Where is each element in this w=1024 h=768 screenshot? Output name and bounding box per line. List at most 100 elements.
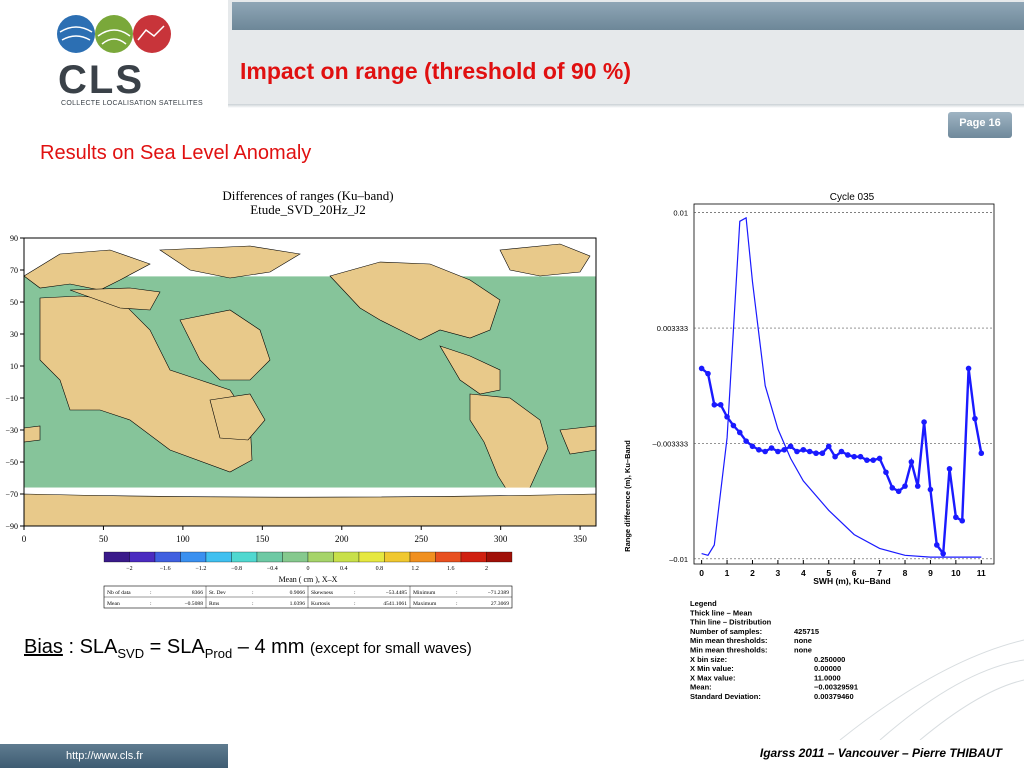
- legend-value-9: −0.00329591: [814, 683, 858, 692]
- colorbar-tick-9: 1.6: [447, 566, 455, 572]
- map-xtick-0: 0: [22, 534, 27, 544]
- series-point-0-43: [972, 415, 978, 422]
- land-mass-9: [499, 243, 591, 277]
- stats-cell: 0.9066: [290, 590, 306, 596]
- map-x-axis: 0 50 100 150 200 250 300 350: [22, 526, 587, 544]
- colorbar-swatch-3: [180, 551, 207, 563]
- map-ytick-2: 50: [10, 298, 18, 307]
- bias-sub-prod: Prod: [204, 646, 233, 661]
- colorbar-swatch-15: [486, 551, 513, 563]
- line-xtick-2: 2: [750, 568, 755, 578]
- colorbar-tick-8: 1.2: [411, 566, 419, 572]
- line-xtick-9: 9: [928, 568, 933, 578]
- series-point-0-36: [927, 486, 934, 493]
- series-point-0-22: [838, 448, 845, 455]
- map-xtick-1: 50: [99, 534, 109, 544]
- stats-cell: Maximum: [413, 601, 437, 607]
- colorbar-tick-1: −1.6: [160, 566, 171, 572]
- colorbar-swatch-5: [231, 551, 258, 563]
- land-mass-4: [209, 393, 266, 441]
- decorative-lines: [839, 639, 1024, 740]
- map-frame: [23, 237, 597, 527]
- line-ytick-1: 0.003333: [657, 324, 688, 333]
- series-point-0-39: [946, 466, 953, 472]
- legend-value-5: none: [794, 646, 812, 655]
- stats-cell: Kurtosis: [311, 601, 330, 607]
- legend-label-3: Number of samples:: [690, 627, 762, 636]
- legend-label-6: X bin size:: [690, 655, 727, 664]
- map-ytick-1: 70: [10, 266, 18, 275]
- series-point-0-19: [819, 450, 826, 457]
- colorbar-swatch-1: [129, 551, 156, 563]
- line-plot-area: 0.01 0.003333 –0.003333 –0.01 0 1 2 3 4 5 6 7 8 9 10 11: [653, 203, 995, 578]
- stats-cell: Nb of data: [107, 589, 131, 596]
- colorbar-tick-5: 0: [307, 566, 310, 572]
- legend-value-10: 0.00379460: [814, 692, 854, 701]
- stats-cell: :: [456, 601, 458, 607]
- colorbar: −2 −1.6 −1.2 −0.8 −0.4 0 0.4 0.8 1.2 1.6 2: [103, 551, 513, 572]
- colorbar-swatch-14: [460, 551, 487, 563]
- land-mass-6: [329, 261, 501, 341]
- stats-cell: :: [150, 590, 152, 596]
- colorbar-swatch-9: [333, 551, 360, 563]
- legend-label-7: X Min value:: [690, 664, 734, 673]
- colorbar-swatch-2: [154, 551, 181, 563]
- legend-label-10: Standard Deviation:: [690, 692, 761, 701]
- colorbar-swatch-4: [205, 551, 232, 563]
- colorbar-swatch-0: [103, 551, 130, 563]
- line-xtick-0: 0: [699, 568, 704, 578]
- series-point-0-1: [705, 370, 711, 377]
- stats-cell: :: [456, 590, 458, 596]
- map-ytick-4: 10: [10, 362, 18, 371]
- series-point-0-24: [851, 453, 857, 460]
- series-point-0-30: [889, 485, 896, 491]
- series-point-0-42: [965, 365, 972, 372]
- legend-label-8: X Max value:: [690, 673, 735, 682]
- footer-url-link[interactable]: http://www.cls.fr: [66, 750, 144, 762]
- stats-cell: St. Dev: [209, 590, 226, 596]
- header-bar: [232, 2, 1024, 30]
- legend-value-4: none: [794, 636, 812, 645]
- colorbar-tick-2: −1.2: [195, 566, 206, 572]
- line-xtick-4: 4: [801, 568, 806, 578]
- series-point-0-17: [806, 448, 813, 455]
- logo-subtitle: COLLECTE LOCALISATION SATELLITES: [61, 100, 203, 107]
- colorbar-swatch-6: [256, 551, 283, 563]
- stats-cell: Mean: [107, 601, 120, 607]
- series-point-0-35: [921, 419, 927, 425]
- bias-label: Bias: [24, 636, 63, 658]
- bias-note: (except for small waves): [310, 640, 472, 657]
- series-point-0-16: [800, 446, 807, 453]
- series-point-0-44: [978, 450, 985, 457]
- series-point-0-31: [895, 488, 902, 495]
- stats-cell: 4541.1061: [383, 601, 407, 607]
- colorbar-swatch-12: [409, 551, 436, 563]
- header-shadow: [228, 104, 1024, 108]
- logo-globes-icon: [57, 15, 171, 53]
- legend-value-7: 0.00000: [814, 664, 841, 673]
- land-mass-5: [159, 245, 301, 279]
- map-ytick-3: 30: [10, 330, 18, 339]
- land-mass-3: [179, 309, 271, 381]
- stats-table: Nb of data: 8366 St. Dev: 0.9066 Skewness: −5…: [103, 585, 513, 609]
- map-ytick-6: −30: [5, 426, 18, 435]
- line-ytick-3: –0.01: [669, 555, 688, 564]
- legend-label-4: Min mean thresholds:: [690, 636, 768, 645]
- line-xtick-7: 7: [877, 568, 882, 578]
- colorbar-tick-7: 0.8: [376, 566, 384, 572]
- line-ytick-2: –0.003333: [653, 439, 688, 448]
- map-xtick-2: 100: [176, 534, 190, 544]
- stats-cell: Rms: [209, 601, 219, 607]
- bias-value: – 4 mm: [232, 636, 310, 658]
- footer-credit: Igarss 2011 – Vancouver – Pierre THIBAUT: [759, 746, 1002, 760]
- legend-value-6: 0.250000: [814, 655, 845, 664]
- colorbar-tick-0: −2: [126, 566, 132, 572]
- colorbar-label: Mean ( cm ), X–X: [279, 575, 338, 584]
- stats-cell: Skewness: [311, 590, 333, 596]
- map-ytick-0: 90: [10, 234, 18, 243]
- series-point-0-37: [933, 542, 940, 548]
- line-xtick-6: 6: [852, 568, 857, 578]
- colorbar-swatch-7: [282, 551, 309, 563]
- line-ytick-0: 0.01: [673, 209, 688, 218]
